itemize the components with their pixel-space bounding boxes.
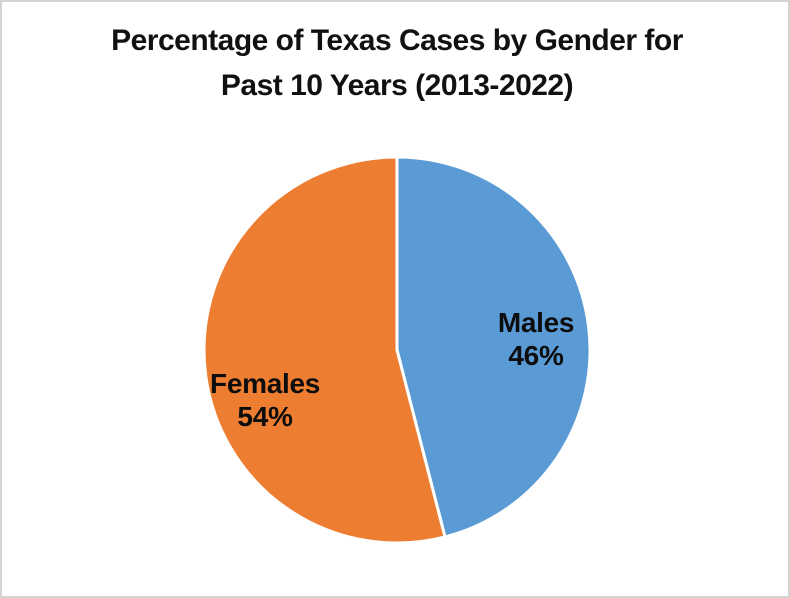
slice-label-females-value: 54% — [237, 401, 293, 432]
chart-title-line-2: Past 10 Years (2013-2022) — [220, 69, 574, 102]
slice-label-females: Females 54% — [210, 367, 320, 433]
slice-label-females-name: Females — [210, 368, 320, 399]
slice-label-males-value: 46% — [508, 340, 564, 371]
pie-slice-females — [202, 155, 447, 545]
pie-slice-males — [395, 155, 592, 539]
slice-label-males-name: Males — [497, 307, 575, 338]
chart-title: Percentage of Texas Cases by Gender for … — [2, 18, 788, 108]
slice-label-males: Males 46% — [497, 306, 575, 372]
chart-title-line-1: Percentage of Texas Cases by Gender for — [111, 24, 683, 57]
